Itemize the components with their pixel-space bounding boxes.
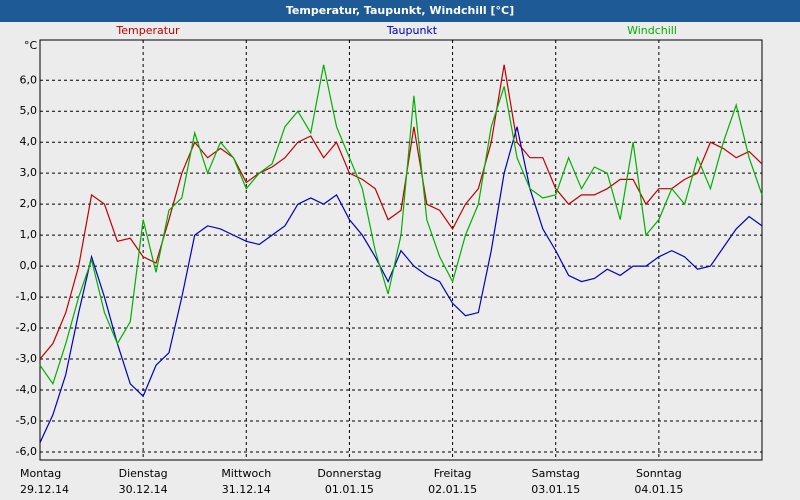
x-tick-label: Freitag [434, 467, 472, 480]
y-tick-label: -6,0 [16, 445, 37, 458]
y-axis-unit: °C [24, 39, 38, 52]
y-tick-label: -4,0 [16, 383, 37, 396]
y-tick-label: -1,0 [16, 290, 37, 303]
x-tick-label: Samstag [532, 467, 580, 480]
y-tick-label: 5,0 [20, 104, 38, 117]
legend-entry: Temperatur [115, 24, 180, 37]
x-tick-date: 01.01.15 [325, 483, 374, 496]
x-tick-date: 03.01.15 [531, 483, 580, 496]
chart-title: Temperatur, Taupunkt, Windchill [°C] [286, 4, 514, 17]
x-tick-date: 31.12.14 [222, 483, 271, 496]
x-tick-label: Mittwoch [221, 467, 271, 480]
y-tick-label: -2,0 [16, 321, 37, 334]
y-tick-label: 0,0 [20, 259, 38, 272]
title-bar [0, 0, 800, 22]
plot-frame [39, 39, 763, 461]
x-tick-label: Montag [20, 467, 61, 480]
legend-entry: Windchill [627, 24, 677, 37]
x-tick-date: 04.01.15 [634, 483, 683, 496]
legend-entry: Taupunkt [386, 24, 438, 37]
y-tick-label: -5,0 [16, 414, 37, 427]
series-line [39, 126, 763, 443]
series-line [39, 64, 763, 360]
x-tick-label: Sonntag [636, 467, 682, 480]
x-tick-label: Donnerstag [317, 467, 381, 480]
y-tick-label: 3,0 [20, 166, 38, 179]
x-tick-label: Dienstag [119, 467, 168, 480]
x-tick-date: 02.01.15 [428, 483, 477, 496]
y-tick-label: 6,0 [20, 73, 38, 86]
y-tick-label: 1,0 [20, 228, 38, 241]
x-tick-date: 30.12.14 [119, 483, 168, 496]
series-line [39, 64, 763, 386]
y-tick-label: 4,0 [20, 135, 38, 148]
y-tick-label: 2,0 [20, 197, 38, 210]
x-tick-date: 29.12.14 [20, 483, 69, 496]
y-tick-label: -3,0 [16, 352, 37, 365]
